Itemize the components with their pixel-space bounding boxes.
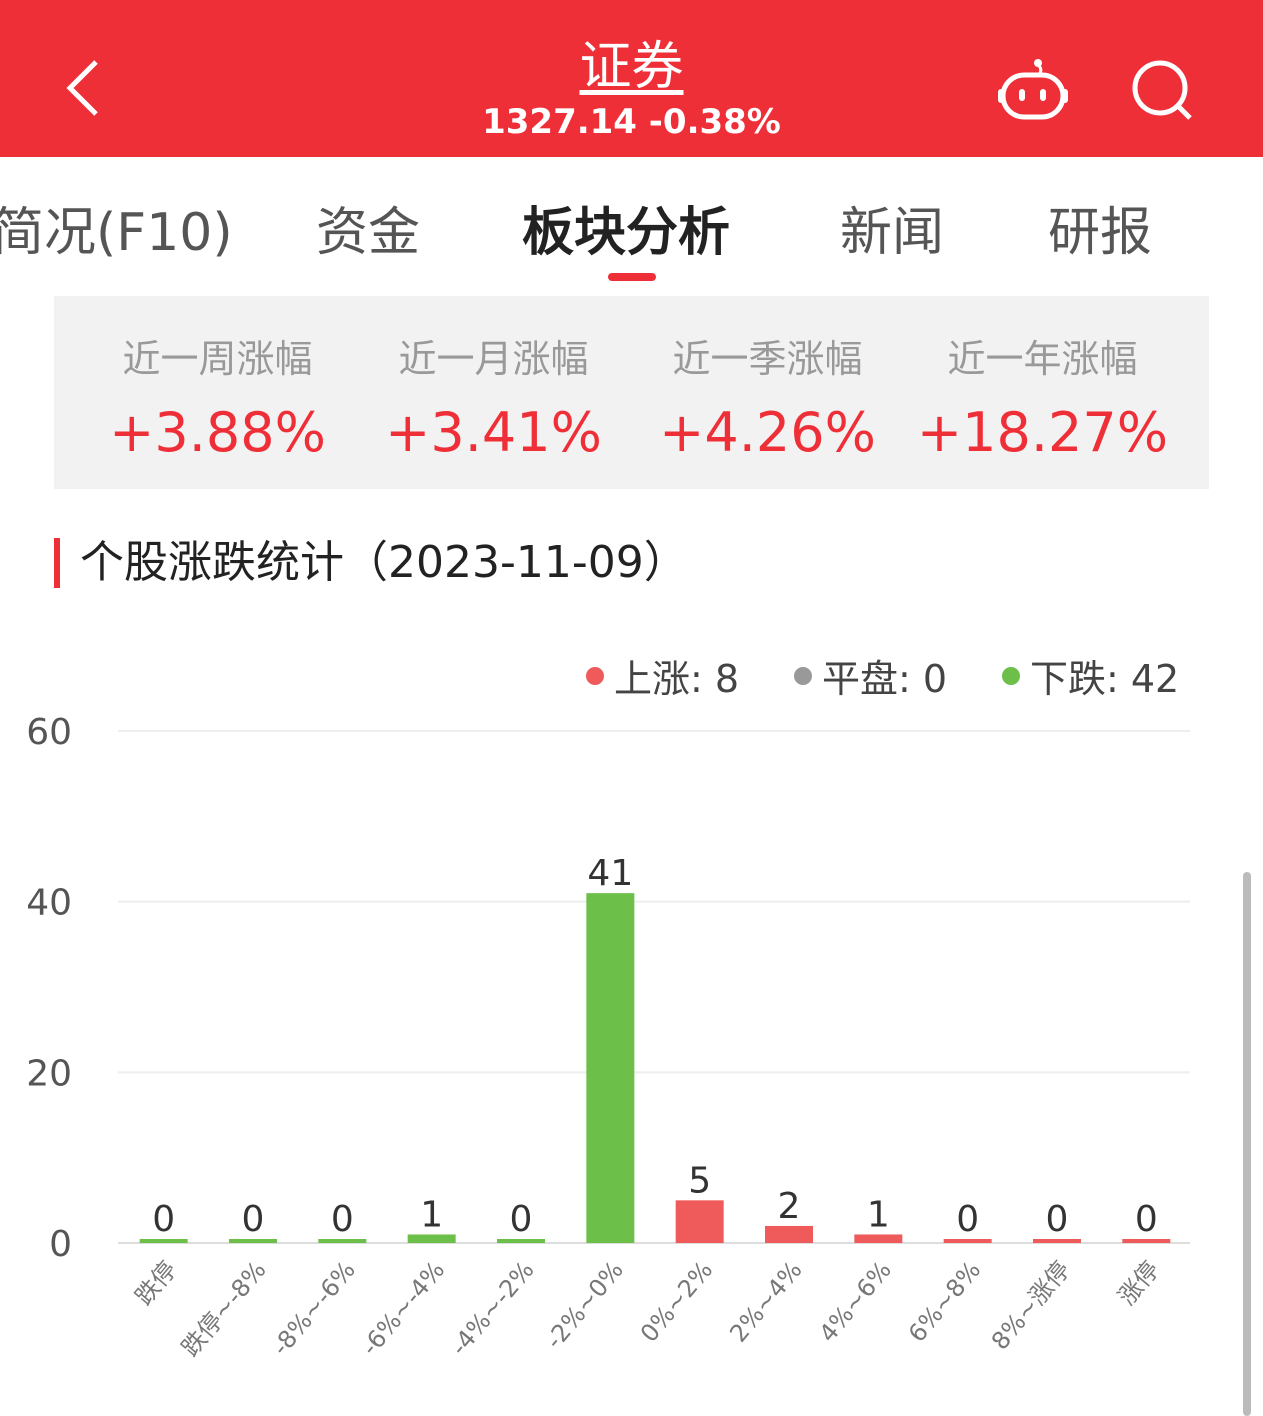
- bar: [229, 1239, 277, 1243]
- legend-dot: [586, 666, 604, 685]
- legend-dot: [1002, 666, 1020, 685]
- y-tick-label: 0: [49, 1224, 72, 1265]
- stat-label: 近一年涨幅: [947, 337, 1138, 381]
- data-label: 1: [420, 1194, 443, 1235]
- stat-month: 近一月涨幅 +3.41%: [356, 296, 631, 464]
- x-tick-label: 4%~6%: [814, 1256, 897, 1348]
- x-tick-label: -4%~-2%: [445, 1256, 539, 1361]
- x-tick-label: 跌停~-8%: [176, 1256, 271, 1362]
- x-tick-label: 0%~2%: [635, 1256, 718, 1348]
- header: 证券 1327.14 -0.38%: [0, 0, 1263, 157]
- bar: [139, 1239, 188, 1243]
- x-tick-label: -2%~0%: [540, 1256, 629, 1354]
- legend-label: 平盘: 0: [822, 657, 948, 701]
- legend-label: 下跌: 42: [1030, 657, 1180, 701]
- data-label: 2: [778, 1186, 801, 1227]
- data-label: 0: [1135, 1199, 1158, 1240]
- x-tick-label: 8%~涨停: [986, 1256, 1076, 1355]
- stat-week: 近一周涨幅 +3.88%: [80, 296, 355, 464]
- x-tick-label: 6%~8%: [903, 1256, 986, 1348]
- data-label: 5: [688, 1160, 711, 1201]
- x-tick-label: -6%~-4%: [356, 1256, 450, 1361]
- tab-sector-analysis[interactable]: 板块分析: [522, 203, 731, 263]
- robot-assistant-icon[interactable]: [995, 55, 1071, 121]
- bar: [497, 1239, 545, 1243]
- y-tick-label: 40: [26, 883, 72, 924]
- y-tick-label: 20: [26, 1053, 72, 1094]
- stat-quarter: 近一季涨幅 +4.26%: [630, 296, 905, 464]
- active-tab-indicator: [608, 273, 656, 281]
- bar: [675, 1200, 724, 1243]
- bar: [318, 1239, 367, 1243]
- legend-label: 上涨: 8: [614, 657, 740, 701]
- stat-value: +3.41%: [385, 401, 602, 464]
- data-label: 0: [956, 1199, 979, 1240]
- legend-down: 下跌: 42: [1002, 648, 1179, 703]
- data-label: 0: [1046, 1199, 1069, 1240]
- bar: [1122, 1239, 1171, 1243]
- x-tick-label: 跌停: [130, 1256, 182, 1311]
- data-label: 1: [867, 1194, 890, 1235]
- legend-dot: [794, 666, 812, 685]
- page-title[interactable]: 证券: [579, 37, 684, 97]
- search-icon[interactable]: [1130, 58, 1200, 122]
- data-label: 41: [587, 853, 633, 894]
- x-tick-label: 涨停: [1113, 1256, 1165, 1311]
- stat-year: 近一年涨幅 +18.27%: [905, 296, 1180, 464]
- bar: [1033, 1239, 1081, 1243]
- tab-overview[interactable]: 简况(F10): [0, 203, 233, 263]
- legend-up: 上涨: 8: [586, 648, 739, 703]
- tab-funds[interactable]: 资金: [316, 203, 421, 263]
- stat-value: +18.27%: [916, 401, 1169, 464]
- legend-flat: 平盘: 0: [794, 648, 947, 703]
- tab-bar: 简况(F10) 资金 板块分析 新闻 研报: [0, 190, 1263, 280]
- stat-label: 近一月涨幅: [398, 337, 589, 381]
- x-tick-label: 2%~4%: [724, 1256, 807, 1348]
- data-label: 0: [331, 1199, 354, 1240]
- index-quote: 1327.14 -0.38%: [482, 102, 781, 142]
- stat-value: +3.88%: [109, 401, 326, 464]
- bar: [765, 1225, 813, 1243]
- tab-news[interactable]: 新闻: [840, 203, 945, 263]
- bar: [407, 1234, 456, 1243]
- back-icon[interactable]: [62, 58, 102, 118]
- data-label: 0: [242, 1199, 265, 1240]
- section-title: 个股涨跌统计（2023-11-09）: [54, 538, 688, 588]
- bar: [586, 893, 635, 1243]
- stat-value: +4.26%: [659, 401, 876, 464]
- bar: [854, 1234, 903, 1243]
- performance-panel: 近一周涨幅 +3.88% 近一月涨幅 +3.41% 近一季涨幅 +4.26% 近一年涨…: [54, 296, 1209, 489]
- data-label: 0: [510, 1199, 533, 1240]
- data-label: 0: [152, 1199, 175, 1240]
- stat-label: 近一周涨幅: [122, 337, 313, 381]
- scrollbar[interactable]: [1243, 872, 1251, 1416]
- x-tick-label: -8%~-6%: [266, 1256, 360, 1361]
- bar: [943, 1239, 992, 1243]
- stat-label: 近一季涨幅: [672, 337, 863, 381]
- tab-research[interactable]: 研报: [1048, 203, 1153, 263]
- y-tick-label: 60: [26, 712, 72, 753]
